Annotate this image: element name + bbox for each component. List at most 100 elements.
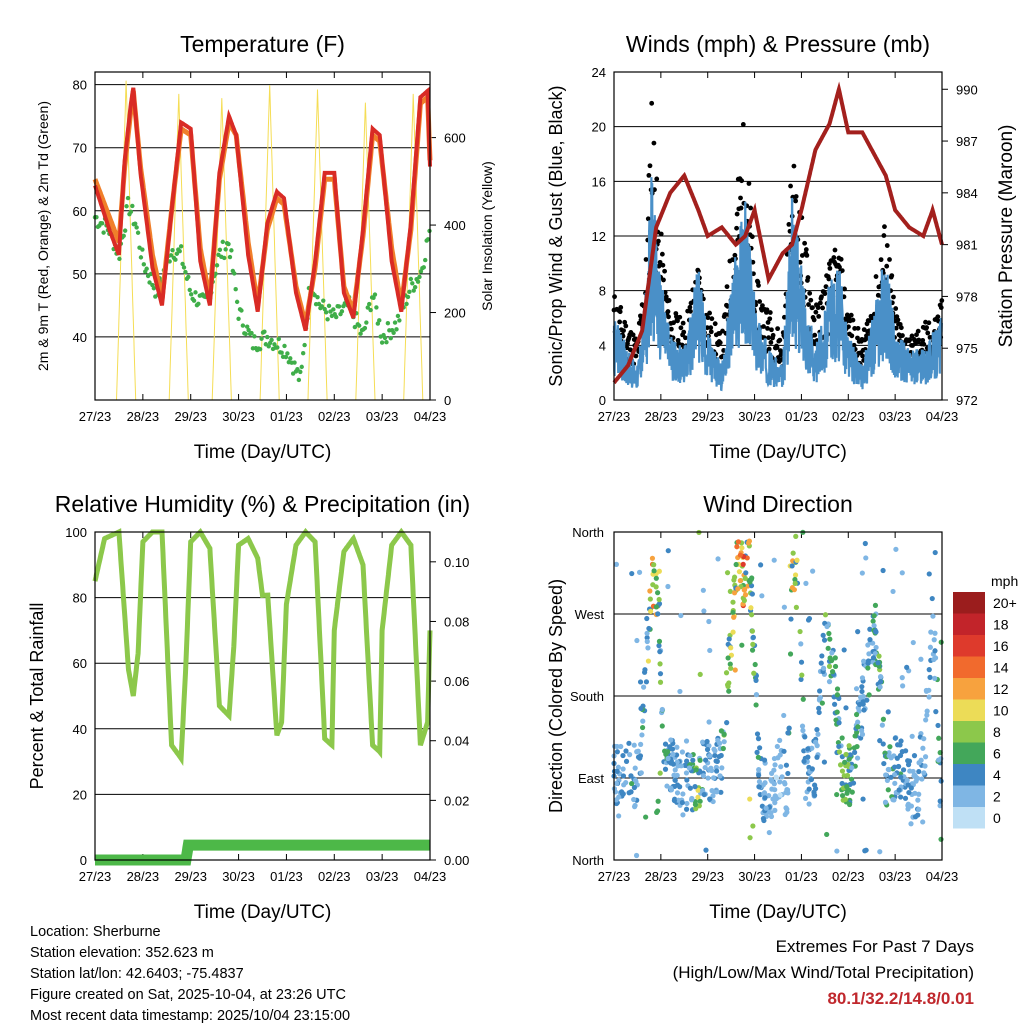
direction-point (930, 613, 936, 619)
direction-point (632, 765, 638, 771)
gust-point (656, 263, 662, 269)
direction-point (786, 725, 792, 732)
gust-point (704, 325, 710, 331)
dewpoint-point (240, 323, 246, 328)
direction-point (938, 836, 944, 842)
dewpoint-point (391, 330, 396, 336)
solar-line (95, 80, 430, 401)
direction-point (724, 720, 730, 726)
colorbar-swatch (953, 721, 985, 743)
colorbar-label: 0 (993, 810, 1001, 826)
gust-point (822, 291, 828, 297)
direction-point (872, 650, 878, 657)
direction-point (730, 609, 736, 616)
direction-point (781, 604, 787, 610)
gust-point (646, 173, 652, 178)
direction-point (756, 779, 763, 785)
direction-point (692, 784, 698, 790)
direction-point (696, 803, 702, 809)
y-tick-label: 40 (73, 330, 87, 345)
direction-point (735, 586, 741, 592)
dewpoint-point (358, 331, 363, 336)
direction-point (890, 797, 896, 803)
y-axis-label: Percent & Total Rainfall (27, 603, 47, 790)
x-tick-label: 03/23 (366, 869, 399, 884)
dewpoint-point (285, 351, 290, 356)
extremes-title: Extremes For Past 7 Days (775, 937, 974, 956)
dewpoint-point (174, 251, 180, 256)
dewpoint-point (234, 299, 240, 305)
direction-point (826, 663, 833, 669)
direction-point (773, 774, 779, 780)
direction-point (854, 743, 860, 750)
dewpoint-point (117, 256, 122, 262)
gust-point (666, 298, 672, 303)
direction-point (670, 751, 676, 757)
direction-point (700, 788, 706, 794)
direction-point (859, 731, 866, 737)
direction-point (755, 736, 762, 742)
direction-point (637, 753, 644, 759)
y-tick-label: 60 (73, 656, 87, 671)
dewpoint-point (384, 339, 389, 345)
direction-point (731, 574, 738, 580)
x-tick-label: 29/23 (691, 409, 724, 424)
gust-point (708, 329, 714, 335)
y-tick-label: 60 (73, 204, 87, 219)
dewpoint-point (315, 294, 320, 300)
direction-point (629, 780, 635, 787)
y-axis-label: Sonic/Prop Wind & Gust (Blue, Black) (546, 85, 566, 386)
dewpoint-point (421, 265, 426, 270)
direction-point (748, 605, 754, 611)
y-tick-label: 16 (592, 174, 606, 189)
gust-point (649, 100, 655, 106)
direction-point (932, 648, 938, 654)
direction-point (801, 748, 807, 754)
dewpoint-point (259, 336, 264, 341)
dewpoint-point (269, 337, 274, 343)
gust-point (925, 330, 931, 336)
direction-point (713, 758, 719, 764)
direction-point (719, 765, 725, 771)
direction-point (859, 684, 865, 690)
dewpoint-point (404, 301, 409, 307)
y-axis-right-label: Solar Insolation (Yellow) (479, 161, 495, 311)
direction-point (788, 616, 794, 622)
extremes-box: Extremes For Past 7 Days (High/Low/Max W… (673, 934, 974, 1012)
direction-point (750, 641, 756, 647)
gust-point (827, 265, 833, 271)
direction-point (910, 639, 916, 646)
gust-point (647, 163, 653, 169)
direction-point (734, 544, 740, 550)
direction-point (839, 780, 845, 787)
direction-point (791, 587, 797, 593)
direction-point (684, 800, 690, 807)
direction-point (805, 746, 811, 752)
direction-point (638, 705, 644, 712)
direction-point (683, 806, 690, 812)
direction-point (678, 763, 684, 769)
gust-point (645, 216, 651, 222)
direction-point (777, 779, 783, 785)
gust-point (769, 327, 774, 333)
direction-point (751, 670, 757, 676)
gust-point (889, 273, 895, 279)
gust-point (808, 297, 814, 303)
direction-point (712, 752, 718, 759)
gust-point (651, 140, 657, 146)
direction-point (799, 723, 806, 729)
y-tick-label: 8 (599, 284, 606, 299)
gust-point (768, 340, 774, 345)
direction-point (679, 749, 686, 755)
dewpoint-point (191, 298, 197, 303)
direction-point (712, 748, 718, 754)
direction-point (837, 762, 844, 768)
direction-point (906, 789, 912, 796)
direction-point (680, 791, 686, 797)
direction-point (714, 789, 720, 795)
direction-point (771, 781, 777, 787)
dewpoint-point (356, 323, 362, 328)
direction-point (728, 665, 734, 671)
gust-point (849, 333, 855, 339)
direction-point (662, 741, 669, 747)
